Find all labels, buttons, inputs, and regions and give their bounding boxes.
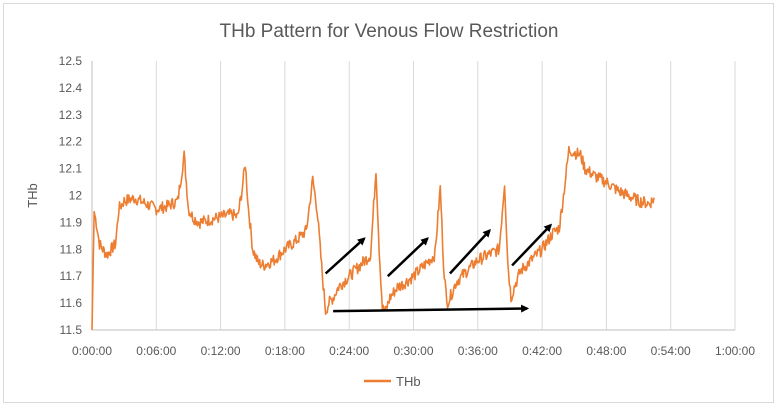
axes bbox=[91, 61, 735, 331]
chart-title: THb Pattern for Venous Flow Restriction bbox=[220, 21, 559, 42]
y-tick-label: 11.6 bbox=[60, 296, 83, 310]
grid bbox=[155, 61, 736, 330]
chart-frame: THb Pattern for Venous Flow Restriction … bbox=[3, 3, 774, 403]
y-tick-label: 12.2 bbox=[59, 135, 83, 149]
y-tick-label: 12.5 bbox=[59, 54, 83, 68]
y-tick-label: 12.3 bbox=[59, 108, 83, 122]
x-tick-label: 0:36:00 bbox=[458, 344, 498, 358]
y-tick-label: 11.5 bbox=[60, 323, 83, 337]
annotation-arrow bbox=[511, 223, 553, 267]
y-tick-label: 11.9 bbox=[60, 215, 83, 229]
y-tick-label: 12.4 bbox=[59, 81, 83, 95]
x-tick-labels: 0:00:00 0:06:00 0:12:00 0:18:00 0:24:00 0:30:… bbox=[72, 344, 755, 358]
annotation-arrow bbox=[333, 304, 530, 313]
x-tick-label: 0:42:00 bbox=[522, 344, 562, 358]
legend-label: THb bbox=[396, 374, 421, 389]
series-line-thb bbox=[91, 145, 655, 331]
series-group bbox=[91, 145, 655, 331]
annotation-arrow bbox=[324, 237, 366, 275]
chart-svg: THb Pattern for Venous Flow Restriction … bbox=[25, 21, 755, 389]
annotation-arrow bbox=[449, 228, 491, 275]
x-tick-label: 0:06:00 bbox=[136, 344, 176, 358]
x-tick-label: 0:12:00 bbox=[201, 344, 241, 358]
x-tick-label: 0:30:00 bbox=[393, 344, 433, 358]
annotation-arrow bbox=[386, 237, 429, 278]
y-tick-label: 11.7 bbox=[60, 269, 83, 283]
x-tick-label: 0:54:00 bbox=[651, 344, 691, 358]
y-tick-label: 12.1 bbox=[59, 162, 83, 176]
annotations bbox=[324, 223, 553, 313]
y-tick-label: 11.8 bbox=[60, 242, 83, 256]
x-tick-label: 0:24:00 bbox=[329, 344, 369, 358]
y-axis-label: THb bbox=[25, 183, 40, 208]
x-tick-label: 1:00:00 bbox=[715, 344, 755, 358]
x-tick-label: 0:00:00 bbox=[72, 344, 112, 358]
legend: THb bbox=[364, 374, 421, 389]
x-tick-label: 0:18:00 bbox=[265, 344, 305, 358]
y-tick-label: 12 bbox=[69, 189, 83, 203]
y-tick-labels: 11.5 11.6 11.7 11.8 11.9 12 12.1 12.2 12.3 12.4 12… bbox=[59, 54, 83, 337]
x-tick-label: 0:48:00 bbox=[586, 344, 626, 358]
